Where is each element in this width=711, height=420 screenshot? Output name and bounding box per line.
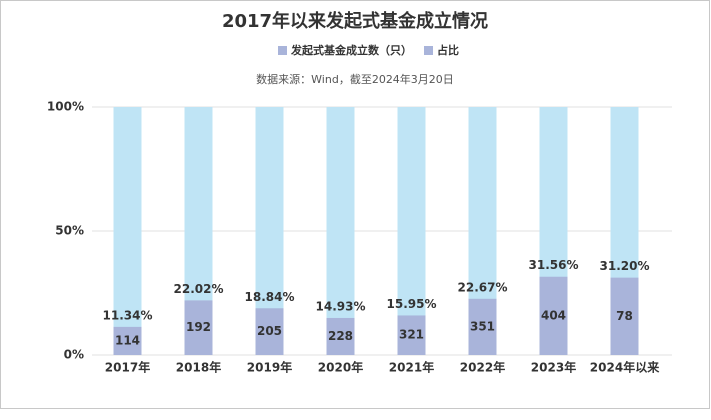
bar-track (326, 107, 355, 355)
bar (539, 276, 568, 355)
x-tick-label: 2022年 (460, 360, 505, 375)
legend-label: 发起式基金成立数（只） (290, 43, 412, 57)
legend-swatch (424, 46, 433, 55)
share-label: 15.95% (387, 297, 437, 311)
x-tick-label: 2019年 (247, 360, 292, 375)
count-label: 205 (257, 324, 282, 338)
bar (326, 317, 355, 355)
bar (610, 277, 639, 355)
share-label: 22.67% (458, 280, 508, 294)
chart-frame (0, 0, 710, 409)
legend-label: 占比 (437, 43, 459, 57)
share-label: 14.93% (316, 299, 366, 313)
bar (184, 300, 213, 355)
bar (468, 298, 497, 355)
chart-subtitle: 数据来源：Wind，截至2024年3月20日 (256, 72, 454, 86)
count-label: 321 (399, 328, 424, 342)
bar-track (397, 107, 426, 355)
y-tick-label: 50% (55, 224, 84, 238)
chart-title: 2017年以来发起式基金成立情况 (222, 10, 488, 32)
x-tick-label: 2020年 (318, 360, 363, 375)
x-tick-label: 2018年 (176, 360, 221, 375)
count-label: 404 (541, 308, 566, 322)
count-label: 192 (186, 320, 211, 334)
share-label: 11.34% (103, 308, 153, 322)
x-tick-label: 2023年 (531, 360, 576, 375)
share-label: 31.20% (600, 259, 650, 273)
bar (255, 308, 284, 355)
x-tick-label: 2024年以来 (590, 360, 660, 375)
legend-swatch (278, 46, 287, 55)
share-label: 31.56% (529, 258, 579, 272)
x-tick-label: 2017年 (105, 360, 150, 375)
share-label: 22.02% (174, 282, 224, 296)
count-label: 351 (470, 319, 495, 333)
x-tick-label: 2021年 (389, 360, 434, 375)
bar-track (113, 107, 142, 355)
legend: 发起式基金成立数（只） 占比 (278, 43, 459, 57)
y-tick-label: 100% (47, 100, 84, 114)
y-tick-label: 0% (64, 348, 84, 362)
bar (113, 326, 142, 355)
count-label: 78 (616, 309, 633, 323)
count-label: 228 (328, 329, 353, 343)
bar (397, 315, 426, 355)
share-label: 18.84% (245, 290, 295, 304)
count-label: 114 (115, 333, 140, 347)
